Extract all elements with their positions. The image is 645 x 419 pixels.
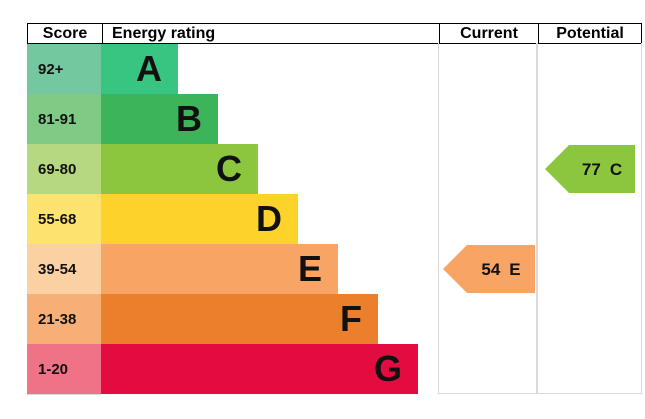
band-bar-a: A	[101, 44, 178, 94]
score-range-f: 21-38	[27, 294, 101, 344]
score-range-a: 92+	[27, 44, 101, 94]
current-rating-value: 54	[481, 259, 501, 279]
band-bar-c: C	[101, 144, 258, 194]
potential-rating-band: C	[609, 159, 623, 179]
rating-rows: 92+ A 81-91 B 69-80 C 55-68 D 39-54 E 21-38 F 1-20 G	[27, 44, 418, 394]
band-bar-e: E	[101, 244, 338, 294]
rating-row-c: 69-80 C	[27, 144, 418, 194]
band-bar-f: F	[101, 294, 378, 344]
rating-row-b: 81-91 B	[27, 94, 418, 144]
current-column-frame	[438, 43, 537, 394]
score-range-b: 81-91	[27, 94, 101, 144]
potential-rating-value: 77	[581, 159, 601, 179]
score-range-d: 55-68	[27, 194, 101, 244]
rating-row-g: 1-20 G	[27, 344, 418, 394]
band-bar-d: D	[101, 194, 298, 244]
rating-row-f: 21-38 F	[27, 294, 418, 344]
header-potential: Potential	[538, 24, 641, 43]
header-score: Score	[42, 24, 88, 42]
rating-row-e: 39-54 E	[27, 244, 418, 294]
score-range-e: 39-54	[27, 244, 101, 294]
table-header: Score Energy rating Current Potential	[27, 23, 642, 44]
score-range-g: 1-20	[27, 344, 101, 394]
potential-column-frame	[537, 43, 642, 394]
header-current: Current	[439, 24, 538, 43]
score-column-underline	[27, 394, 101, 395]
rating-row-a: 92+ A	[27, 44, 418, 94]
score-range-c: 69-80	[27, 144, 101, 194]
current-rating-band: E	[509, 259, 521, 279]
band-bar-b: B	[101, 94, 218, 144]
band-bar-g: G	[101, 344, 418, 394]
rating-row-d: 55-68 D	[27, 194, 418, 244]
header-energy-rating: Energy rating	[102, 24, 439, 43]
